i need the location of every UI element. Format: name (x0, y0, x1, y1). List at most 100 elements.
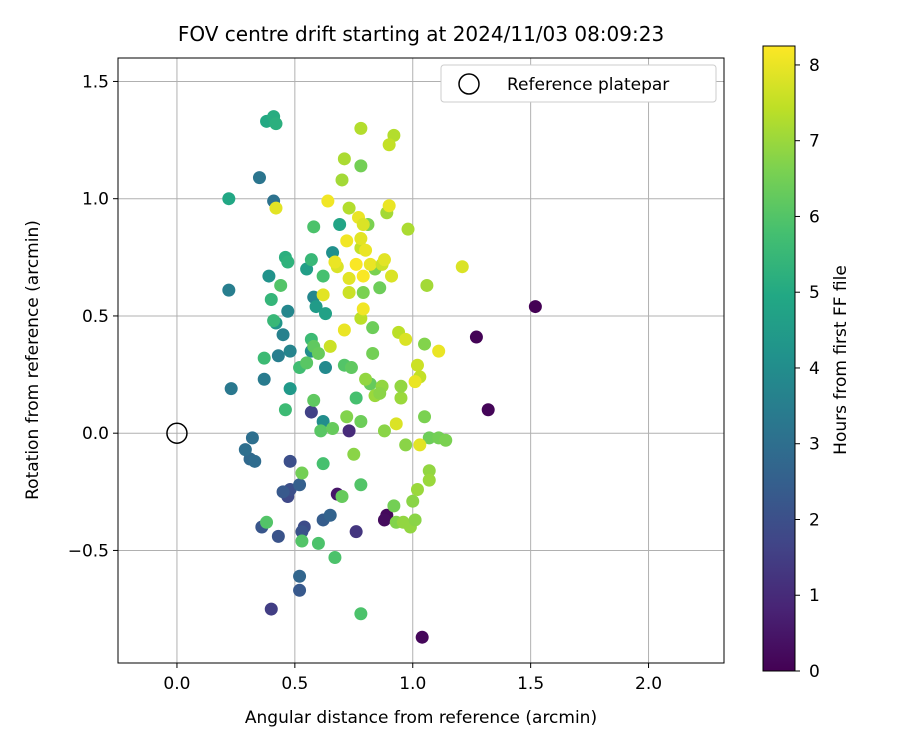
data-point (359, 243, 373, 257)
data-point (342, 285, 356, 299)
colorbar-tick-label: 0 (809, 662, 820, 682)
legend: Reference platepar (440, 64, 717, 103)
colorbar-tick-label: 1 (809, 586, 820, 606)
y-tick-label: 1.5 (82, 72, 109, 92)
data-point (359, 372, 373, 386)
data-point (252, 171, 266, 185)
data-point (356, 302, 370, 316)
y-tick-label: 0.5 (82, 307, 109, 327)
data-point (344, 361, 358, 375)
data-point (422, 473, 436, 487)
reference-point-marker (166, 422, 188, 444)
data-point (354, 232, 368, 246)
data-point (274, 278, 288, 292)
data-point (356, 217, 370, 231)
colorbar-tick-label: 8 (809, 56, 820, 76)
data-point (389, 417, 403, 431)
data-point (399, 438, 413, 452)
colorbar: 0 1 2 3 4 5 6 7 8 Hours from first FF file (762, 45, 851, 682)
data-point (276, 328, 290, 342)
data-point (528, 300, 542, 314)
colorbar-gradient (762, 45, 796, 672)
data-point (316, 269, 330, 283)
data-point (410, 482, 424, 496)
data-point (469, 330, 483, 344)
data-point (245, 431, 259, 445)
data-point (283, 382, 297, 396)
legend-box (440, 64, 717, 103)
data-point (260, 515, 274, 529)
data-point (293, 583, 307, 597)
data-point (385, 269, 399, 283)
data-point (311, 536, 325, 550)
data-point (300, 356, 314, 370)
data-point (420, 278, 434, 292)
data-point (238, 443, 252, 457)
data-point (257, 351, 271, 365)
x-axis-ticks: 0.0 0.5 1.0 1.5 2.0 (163, 663, 662, 694)
data-point (319, 361, 333, 375)
data-point (295, 525, 309, 539)
x-tick-label: 0.0 (163, 674, 190, 694)
data-point (281, 304, 295, 318)
data-point (340, 410, 354, 424)
data-point (382, 138, 396, 152)
data-point (455, 260, 469, 274)
data-point (276, 485, 290, 499)
data-point (366, 346, 380, 360)
data-point (309, 300, 323, 314)
data-point (349, 257, 363, 271)
data-point (222, 192, 236, 206)
data-point (366, 321, 380, 335)
colorbar-tick-label: 2 (809, 510, 820, 530)
data-point (328, 255, 342, 269)
data-point (316, 288, 330, 302)
plot-frame (117, 57, 725, 664)
y-axis-label: Rotation from reference (arcmin) (23, 220, 43, 500)
data-point (342, 424, 356, 438)
colorbar-ticks: 0 1 2 3 4 5 6 7 8 (795, 56, 820, 682)
colorbar-tick-label: 4 (809, 359, 820, 379)
data-point (271, 529, 285, 543)
data-point (422, 431, 436, 445)
data-point (356, 269, 370, 283)
data-point (432, 344, 446, 358)
data-point (262, 269, 276, 283)
data-point (321, 194, 335, 208)
data-point (267, 314, 281, 328)
data-point (257, 372, 271, 386)
chart-title: FOV centre drift starting at 2024/11/03 … (178, 22, 664, 46)
data-point (283, 344, 297, 358)
data-point (323, 339, 337, 353)
data-point (418, 410, 432, 424)
data-point (307, 393, 321, 407)
data-point (311, 346, 325, 360)
data-point (354, 159, 368, 173)
data-point (377, 253, 391, 267)
data-point (373, 281, 387, 295)
data-point (337, 152, 351, 166)
data-point (248, 454, 262, 468)
data-point (439, 433, 453, 447)
data-point (314, 424, 328, 438)
data-point (269, 201, 283, 215)
data-point (283, 454, 297, 468)
data-point (354, 414, 368, 428)
data-point (335, 490, 349, 504)
x-axis-label: Angular distance from reference (arcmin) (245, 708, 597, 728)
data-point (394, 379, 408, 393)
data-point (278, 403, 292, 417)
data-point (356, 285, 370, 299)
data-point (373, 386, 387, 400)
legend-marker-icon (458, 73, 480, 95)
data-point (319, 307, 333, 321)
data-point (377, 424, 391, 438)
data-point (224, 382, 238, 396)
data-point (363, 257, 377, 271)
data-point (399, 332, 413, 346)
y-tick-label: −0.5 (68, 541, 109, 561)
data-point (335, 173, 349, 187)
data-point (295, 534, 309, 548)
data-point (340, 234, 354, 248)
